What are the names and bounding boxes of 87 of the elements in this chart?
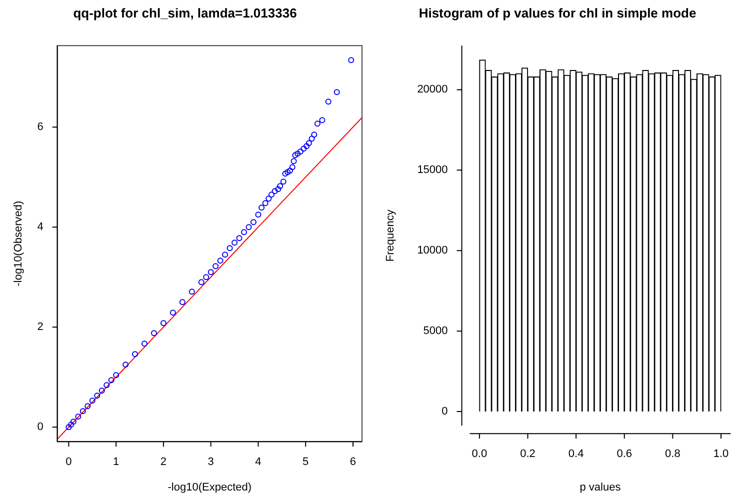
y-axis-title: Frequency — [384, 209, 397, 262]
point — [311, 132, 318, 138]
point — [104, 382, 110, 388]
x-tick-label: 0.0 — [472, 448, 488, 460]
point — [255, 212, 262, 218]
point — [308, 136, 315, 142]
point — [314, 120, 320, 127]
point — [68, 422, 74, 428]
point — [250, 219, 256, 226]
y-tick-label: 2 — [37, 321, 44, 334]
x-tick-label: 5 — [302, 456, 309, 468]
x-tick-label: 0.8 — [665, 448, 680, 460]
point — [290, 158, 297, 164]
point — [275, 186, 282, 192]
point — [272, 188, 278, 194]
point — [268, 192, 274, 198]
point — [348, 57, 354, 64]
x-axis-title: p values — [580, 481, 622, 494]
point — [179, 299, 186, 306]
y-tick-label: 0 — [37, 421, 44, 434]
point — [262, 200, 268, 206]
point — [70, 418, 76, 425]
point — [113, 372, 120, 378]
x-tick-label: 1.0 — [713, 448, 729, 460]
y-tick-label: 10000 — [417, 244, 448, 257]
point — [294, 150, 301, 157]
x-tick-label: 0 — [66, 456, 72, 468]
x-tick-label: 0.2 — [520, 448, 536, 460]
x-tick-label: 2 — [160, 456, 167, 468]
y-tick-label: 5000 — [423, 325, 448, 338]
point — [292, 152, 298, 158]
x-tick-label: 1 — [113, 456, 120, 468]
point — [80, 408, 86, 414]
point — [84, 403, 91, 410]
y-axis-title: -log10(Observed) — [12, 200, 25, 286]
point — [241, 229, 248, 236]
point — [217, 258, 224, 264]
point — [198, 279, 204, 286]
point — [277, 183, 284, 190]
point — [289, 164, 296, 170]
point — [89, 398, 96, 404]
point — [319, 117, 326, 124]
point — [132, 351, 138, 358]
point — [286, 168, 293, 174]
x-tick-label: 4 — [255, 456, 262, 468]
point — [226, 245, 233, 252]
point — [208, 269, 214, 276]
y-tick-label: 15000 — [417, 164, 448, 176]
point — [334, 89, 340, 96]
point — [142, 340, 148, 347]
point — [203, 274, 210, 280]
point — [258, 204, 265, 211]
y-tick-label: 20000 — [417, 84, 448, 96]
point — [160, 320, 166, 326]
point — [98, 388, 105, 394]
point — [222, 252, 228, 258]
point — [188, 288, 195, 295]
y-tick-label: 6 — [37, 121, 44, 134]
point — [246, 224, 252, 230]
point — [266, 196, 272, 202]
x-axis-title: -log10(Expected) — [168, 481, 252, 494]
point — [94, 392, 100, 399]
point — [325, 98, 332, 105]
point — [66, 424, 72, 430]
chart-title: qq-plot for chl_sim, lamda=1.013336 — [73, 5, 297, 20]
x-tick-label: 6 — [350, 456, 356, 468]
point — [280, 178, 286, 185]
x-tick-label: 0.6 — [616, 448, 632, 460]
point — [306, 140, 312, 146]
point — [212, 263, 219, 270]
x-tick-label: 0.4 — [568, 448, 584, 460]
point — [282, 170, 288, 177]
point — [304, 143, 310, 150]
x-tick-label: 3 — [208, 456, 214, 468]
point — [232, 240, 238, 246]
point — [284, 169, 291, 176]
point — [170, 310, 176, 316]
point — [150, 330, 157, 336]
point — [75, 414, 82, 420]
y-tick-label: 0 — [442, 406, 448, 418]
y-tick-label: 4 — [37, 221, 44, 234]
point — [236, 235, 242, 242]
point — [297, 148, 304, 155]
point — [300, 146, 307, 152]
point — [108, 377, 114, 384]
point — [122, 362, 129, 368]
chart-title: Histogram of p values for chl in simple mode — [418, 5, 696, 20]
